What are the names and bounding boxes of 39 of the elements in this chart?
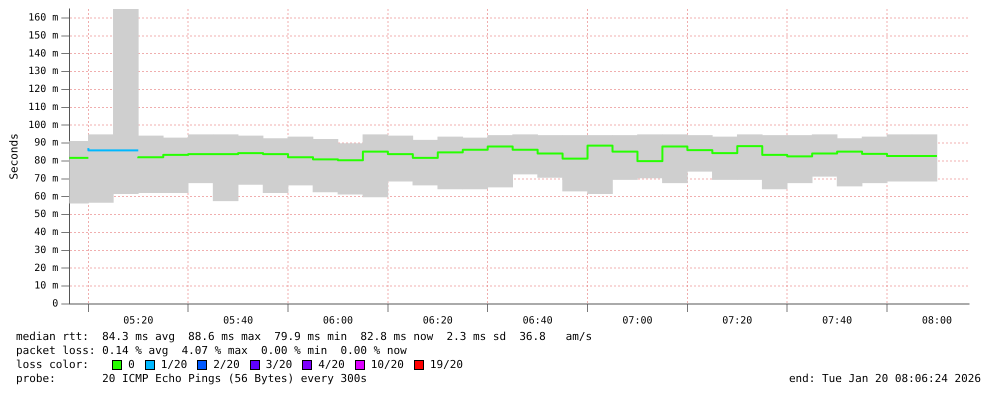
text: end: Tue Jan 20 08:06:24 2026 xyxy=(788,372,981,386)
y-tick-label: 90 m xyxy=(34,138,58,149)
legend-label: 10/20 xyxy=(370,358,404,372)
y-tick-label: 50 m xyxy=(34,209,58,220)
x-tick-label: 07:00 xyxy=(622,316,653,327)
y-tick-label: 140 m xyxy=(28,48,58,60)
x-tick-label: 05:40 xyxy=(223,316,254,327)
y-tick-label: 70 m xyxy=(34,173,58,184)
y-tick-label: 120 m xyxy=(28,84,58,96)
legend-label: 4/20 xyxy=(318,358,345,372)
y-tick-label: 130 m xyxy=(28,66,58,78)
y-tick-label: 20 m xyxy=(34,262,58,274)
legend-title: loss color: xyxy=(16,358,90,372)
legend-label: 19/20 xyxy=(430,358,463,372)
legend-label: 3/20 xyxy=(266,358,292,372)
text: median rtt: 84.3 ms avg 88.6 ms max 79.9 ms min 82.8 ms now 2.3 ms sd 36.8 am/s xyxy=(16,330,594,344)
y-tick-label: 0 xyxy=(52,298,58,310)
x-tick-label: 06:20 xyxy=(422,316,453,327)
x-tick-label: 08:00 xyxy=(922,316,952,327)
x-tick-label: 07:20 xyxy=(722,316,752,327)
y-tick-label: 10 m xyxy=(34,280,58,292)
legend-label: 0 xyxy=(128,358,135,372)
y-tick-label: 100 m xyxy=(28,120,58,131)
y-tick-label: 160 m xyxy=(28,12,58,24)
y-tick-label: 40 m xyxy=(34,227,58,238)
legend-label: 1/20 xyxy=(160,358,188,372)
y-tick-label: 80 m xyxy=(34,156,58,167)
y-tick-label: 150 m xyxy=(28,30,58,42)
x-tick-label: 06:00 xyxy=(322,316,354,327)
legend-label: 2/20 xyxy=(213,358,240,372)
y-tick-label: 30 m xyxy=(34,244,58,256)
x-tick-label: 06:40 xyxy=(522,316,553,327)
y-axis-title: Seconds xyxy=(7,133,20,180)
x-tick-label: 05:20 xyxy=(123,316,154,327)
text: packet loss: 0.14 % avg 4.07 % max 0.00 % min 0.00 % now xyxy=(16,344,408,358)
y-tick-label: 60 m xyxy=(34,191,58,202)
y-tick-label: 110 m xyxy=(28,102,58,113)
text: probe: 20 ICMP Echo Pings (56 Bytes) every 300s xyxy=(16,372,367,386)
x-tick-label: 07:40 xyxy=(822,316,852,327)
